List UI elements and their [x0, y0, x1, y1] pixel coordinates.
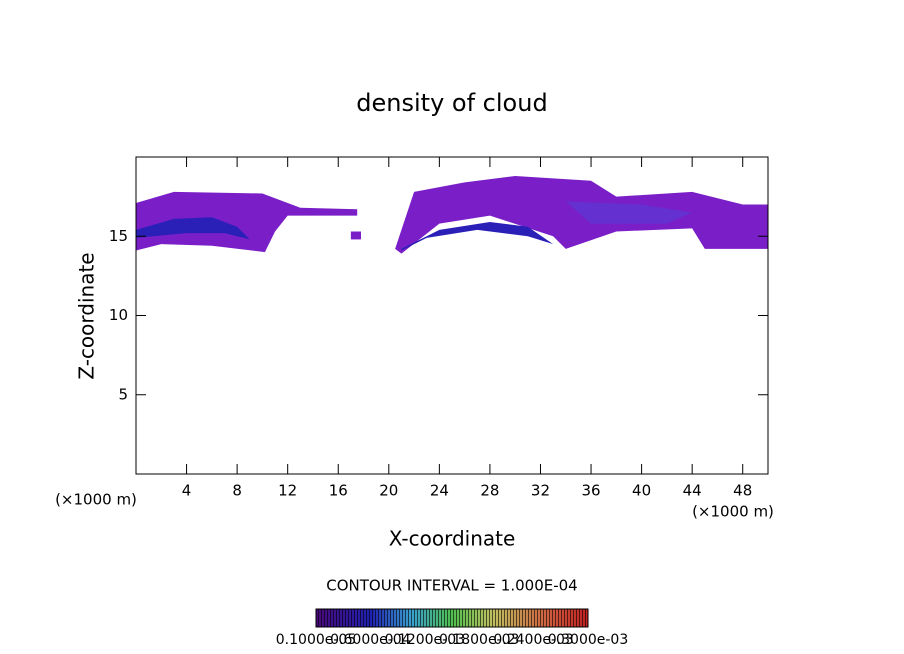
x-tick-label: 28: [480, 482, 499, 500]
colorbar-label: 0.1200e-03: [385, 632, 465, 648]
y-tick-label: 10: [109, 306, 128, 324]
x-tick-label: 48: [733, 482, 752, 500]
colorbar-label: 0.1800e-03: [439, 632, 519, 648]
cloud-region: [136, 191, 358, 253]
x-axis-label: X-coordinate: [389, 527, 516, 551]
x-tick-label: 20: [379, 482, 398, 500]
x-tick-label: 24: [430, 482, 449, 500]
x-tick-label: 32: [531, 482, 550, 500]
colorbar-label: 0.2400e-03: [493, 632, 573, 648]
x-tick-label: 44: [683, 482, 702, 500]
colorbar-label: 0.3000e-03: [548, 632, 628, 648]
colorbar-frame: [315, 608, 589, 628]
x-tick-label: 40: [632, 482, 651, 500]
x-tick-label: 12: [278, 482, 297, 500]
cloud-region: [565, 201, 693, 224]
y-tick-label: 15: [109, 227, 128, 245]
chart-title: density of cloud: [356, 89, 547, 117]
x-unit-label: (×1000 m): [692, 503, 774, 521]
cloud-region: [136, 217, 250, 240]
x-tick-label: 8: [232, 482, 242, 500]
colorbar-label: 0.1000e-05: [276, 632, 356, 648]
colorbar-label: 0.6000e-04: [330, 632, 411, 648]
x-tick-label: 16: [329, 482, 348, 500]
cloud-region: [401, 221, 554, 251]
x-tick-label: 36: [581, 482, 600, 500]
contour-note: CONTOUR INTERVAL = 1.000E-04: [326, 577, 577, 595]
cloud-region: [350, 231, 361, 240]
y-axis-label: Z-coordinate: [75, 252, 99, 379]
y-tick-label: 5: [118, 385, 128, 403]
x-unit-label: (×1000 m): [55, 491, 137, 509]
x-tick-label: 4: [182, 482, 192, 500]
